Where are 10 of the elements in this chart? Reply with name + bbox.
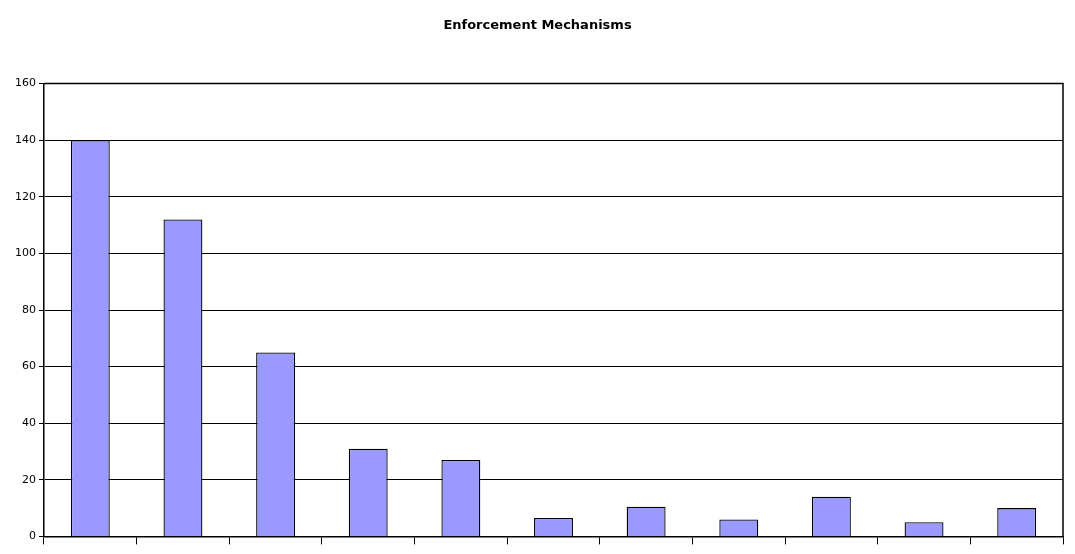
- y-tick-label: 60: [22, 359, 36, 373]
- y-tick-label: 0: [29, 529, 36, 543]
- y-tick-label: 20: [22, 472, 36, 486]
- y-tick-label: 140: [15, 133, 36, 147]
- y-tick-label: 40: [22, 416, 36, 430]
- chart-title: Enforcement Mechanisms: [443, 17, 632, 33]
- y-tick-label: 160: [15, 76, 36, 90]
- y-tick-label: 120: [15, 189, 36, 203]
- y-tick-label: 80: [22, 302, 36, 316]
- y-tick-label: 100: [15, 246, 36, 260]
